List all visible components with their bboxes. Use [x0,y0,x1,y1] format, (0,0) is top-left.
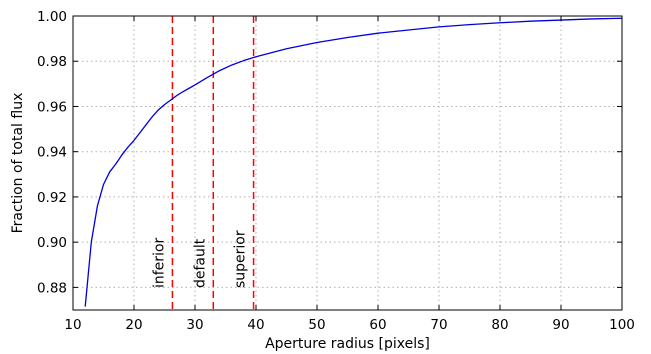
y-tick-label: 1.00 [37,9,67,25]
grid [73,16,622,310]
x-tick-label: 90 [552,317,569,333]
series [84,17,623,307]
y-tick-label: 0.88 [37,280,67,296]
reference-line-label-default: default [192,238,208,288]
y-tick-label: 0.96 [37,99,67,115]
y-tick-label: 0.94 [37,145,67,161]
reference-line-label-inferior: inferior [151,237,167,288]
x-axis-label: Aperture radius [pixels] [265,336,430,352]
x-tick-label: 20 [125,317,142,333]
x-tick-label: 70 [430,317,447,333]
y-tick-label: 0.92 [37,190,67,206]
x-tick-label: 80 [491,317,508,333]
reference-lines [171,16,255,310]
series-line [84,17,623,307]
x-tick-label: 40 [247,317,264,333]
plot-frame [72,15,623,311]
x-tick-label: 30 [186,317,203,333]
reference-line-labels: inferior default superior [151,230,248,288]
x-tick-labels: 10 20 30 40 50 60 70 80 90 100 [64,317,634,333]
ticks [72,15,623,310]
y-tick-label: 0.98 [37,54,67,70]
y-tick-label: 0.90 [37,235,67,251]
y-tick-labels: 0.88 0.90 0.92 0.94 0.96 0.98 1.00 [37,9,67,296]
y-axis-label: Fraction of total flux [10,93,26,234]
x-tick-label: 100 [609,317,635,333]
reference-line-label-superior: superior [233,230,249,288]
x-tick-label: 50 [308,317,325,333]
x-tick-label: 60 [369,317,386,333]
x-tick-label: 10 [64,317,81,333]
